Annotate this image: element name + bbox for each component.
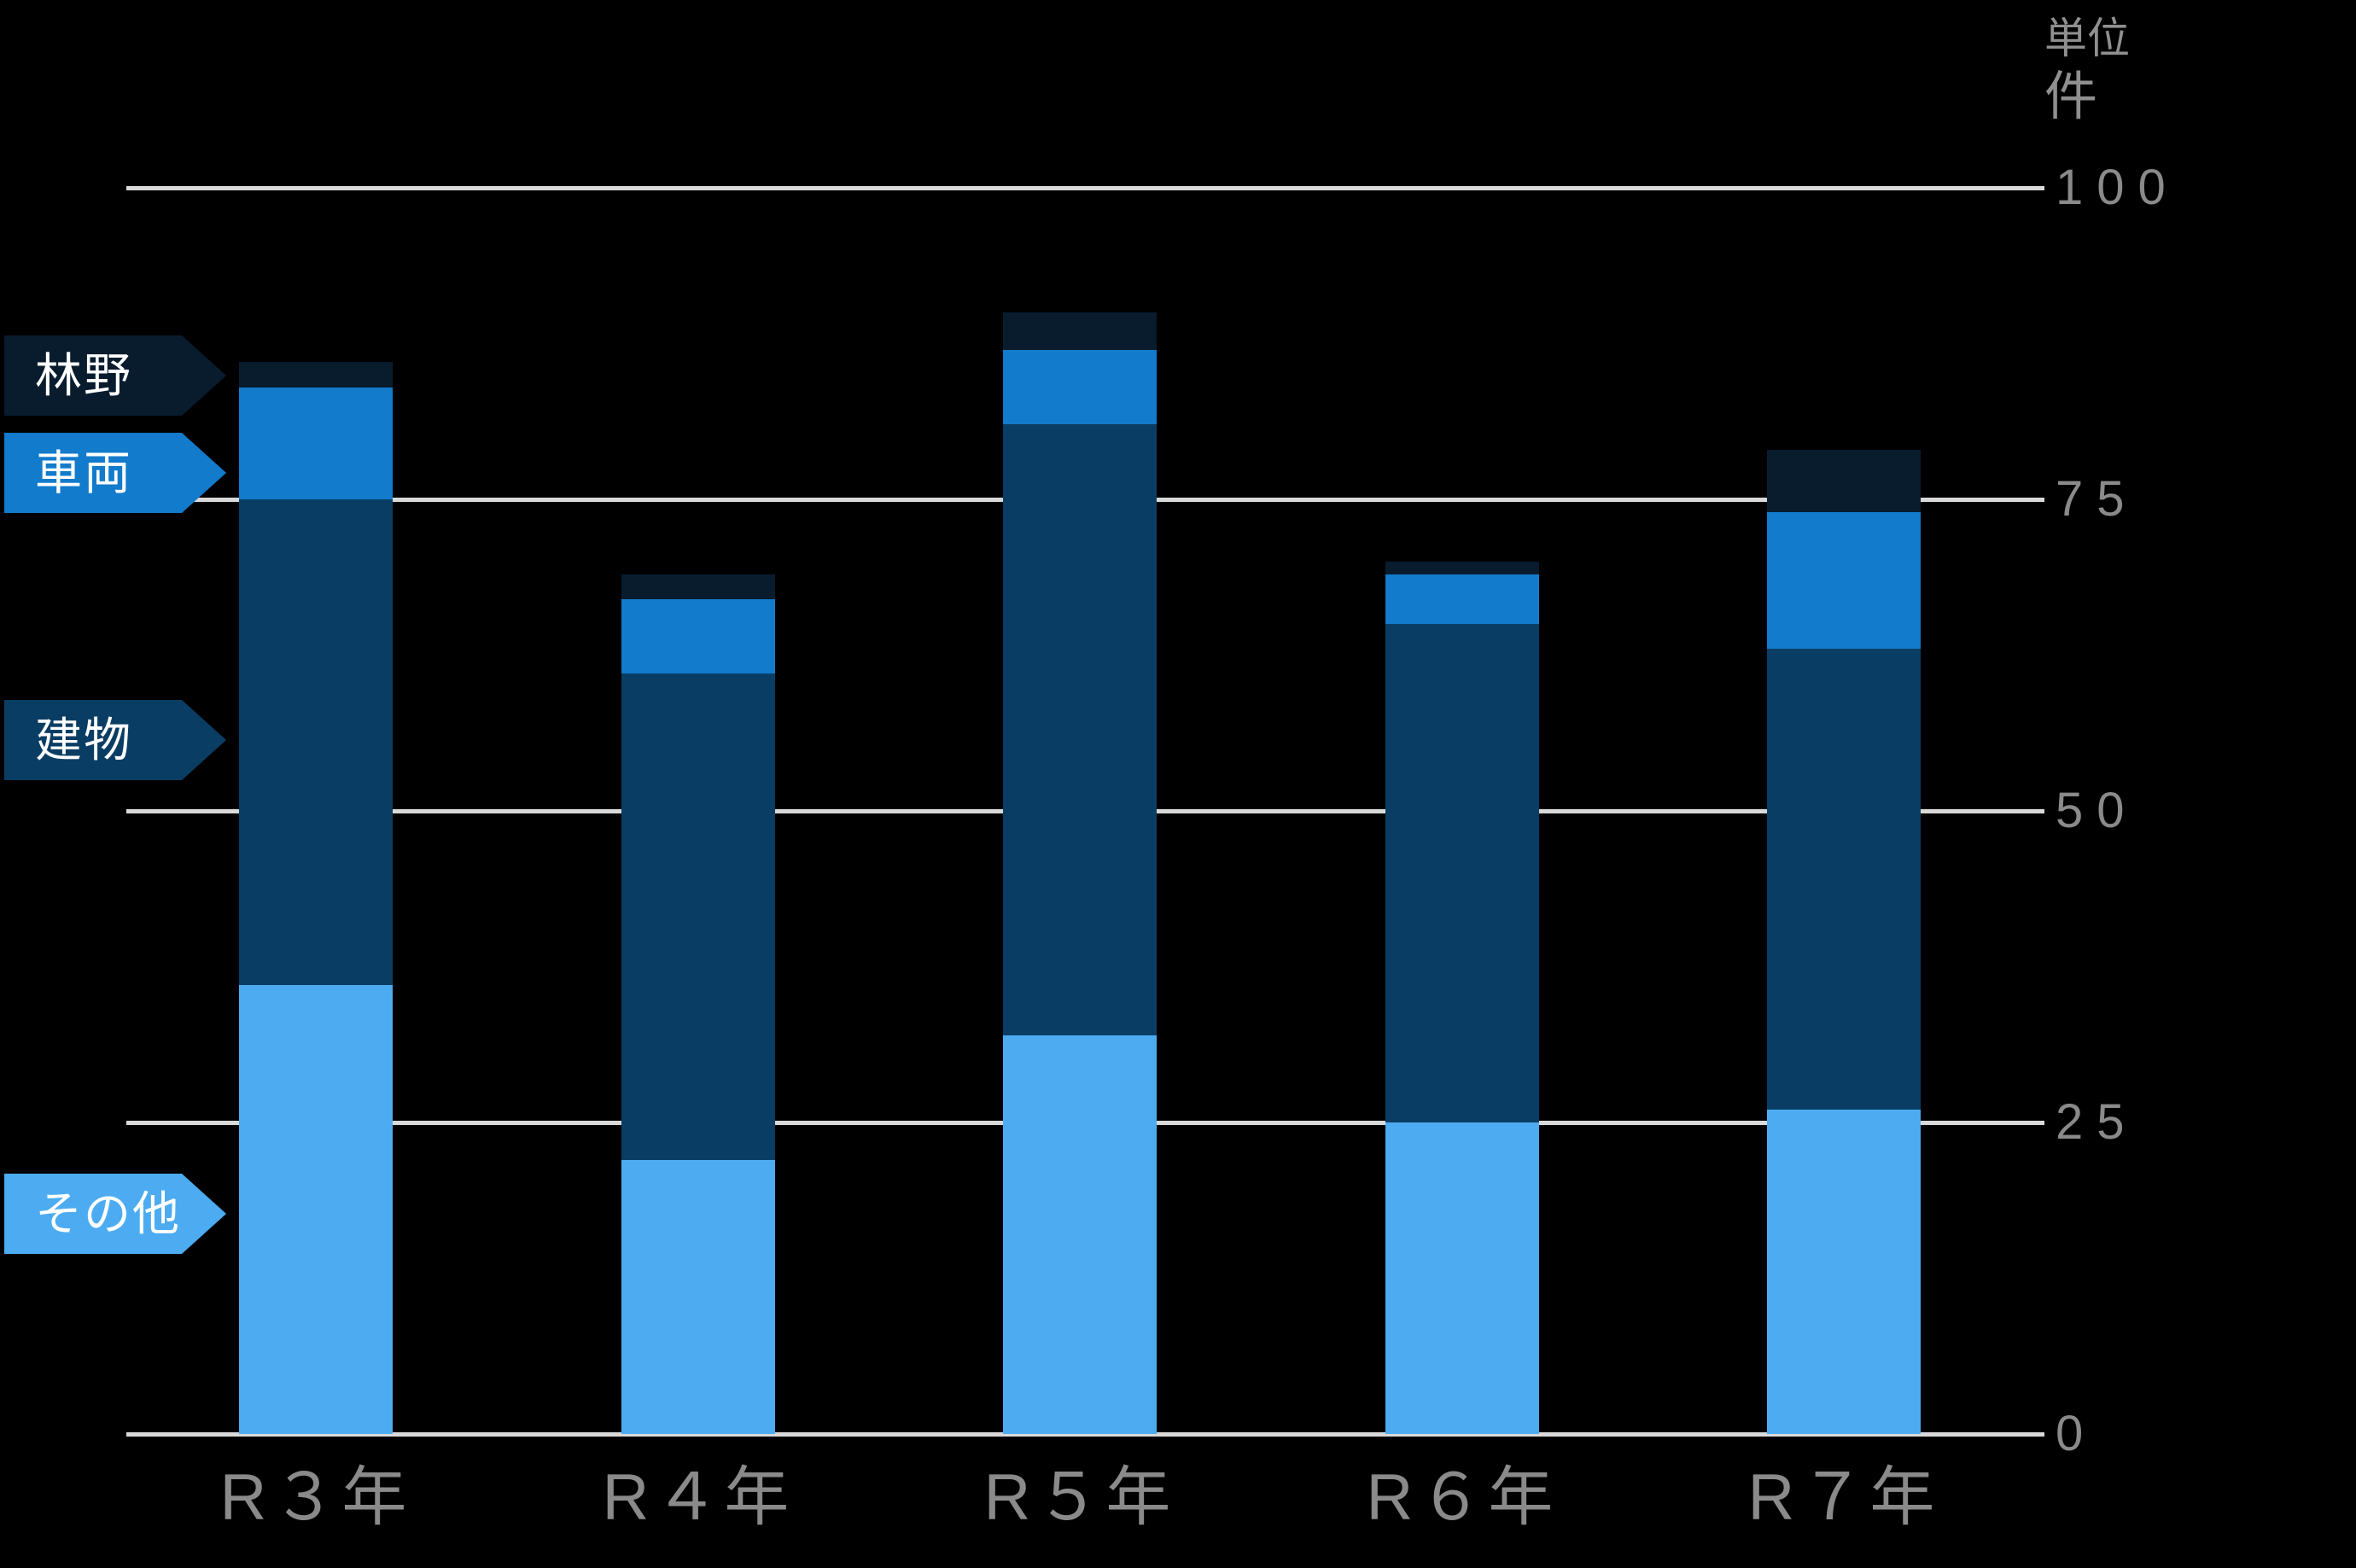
y-tick-label-100: 100	[2056, 160, 2179, 215]
legend-label-building: 建物	[35, 714, 133, 767]
bar-segment-建物	[621, 673, 775, 1160]
bar-segment-林野	[239, 362, 393, 388]
y-tick-label-75: 75	[2056, 471, 2138, 527]
legend-label-other: その他	[35, 1187, 182, 1240]
gridline-0	[126, 1432, 2044, 1437]
legend-item-forest: 林野	[4, 335, 226, 416]
bar-segment-その他	[239, 985, 393, 1434]
bar-segment-車両	[1385, 574, 1539, 624]
legend-item-other: その他	[4, 1174, 226, 1254]
y-tick-label-50: 50	[2056, 783, 2138, 838]
bar-segment-その他	[1003, 1035, 1157, 1434]
legend-item-vehicle: 車両	[4, 433, 226, 513]
bar-R６年	[1385, 562, 1539, 1434]
bar-segment-林野	[621, 574, 775, 599]
legend-label-vehicle: 車両	[35, 446, 133, 499]
y-tick-label-25: 25	[2056, 1094, 2138, 1150]
bar-R５年	[1003, 312, 1157, 1434]
unit-caption: 単位 件	[2044, 12, 2130, 130]
x-axis-label-R３年: R３年	[219, 1461, 412, 1534]
bar-R７年	[1767, 449, 1921, 1434]
x-axis-label-R５年: R５年	[983, 1461, 1176, 1534]
bar-segment-林野	[1003, 312, 1157, 350]
bar-segment-車両	[621, 598, 775, 674]
bar-segment-車両	[1767, 511, 1921, 650]
bar-segment-建物	[1003, 424, 1157, 1035]
bar-segment-建物	[1767, 649, 1921, 1110]
legend-label-forest: 林野	[35, 349, 133, 402]
y-tick-label-0: 0	[2056, 1406, 2097, 1461]
gridline-100	[126, 186, 2044, 190]
x-axis-label-R６年: R６年	[1366, 1461, 1559, 1534]
bar-segment-その他	[621, 1159, 775, 1434]
bar-segment-その他	[1767, 1110, 1921, 1434]
legend-item-building: 建物	[4, 700, 226, 780]
x-axis-label-R７年: R７年	[1747, 1461, 1940, 1534]
bar-segment-林野	[1767, 449, 1921, 512]
bar-segment-車両	[239, 387, 393, 499]
bar-segment-その他	[1385, 1122, 1539, 1434]
bar-R４年	[621, 574, 775, 1434]
bar-segment-建物	[1385, 623, 1539, 1122]
x-axis-label-R４年: R４年	[602, 1461, 795, 1534]
bar-segment-建物	[239, 498, 393, 986]
unit-caption-line2: 件	[2044, 67, 2098, 126]
unit-caption-line1: 単位	[2044, 15, 2130, 62]
bar-segment-車両	[1003, 349, 1157, 425]
bar-R３年	[239, 362, 393, 1434]
bar-segment-林野	[1385, 562, 1539, 574]
